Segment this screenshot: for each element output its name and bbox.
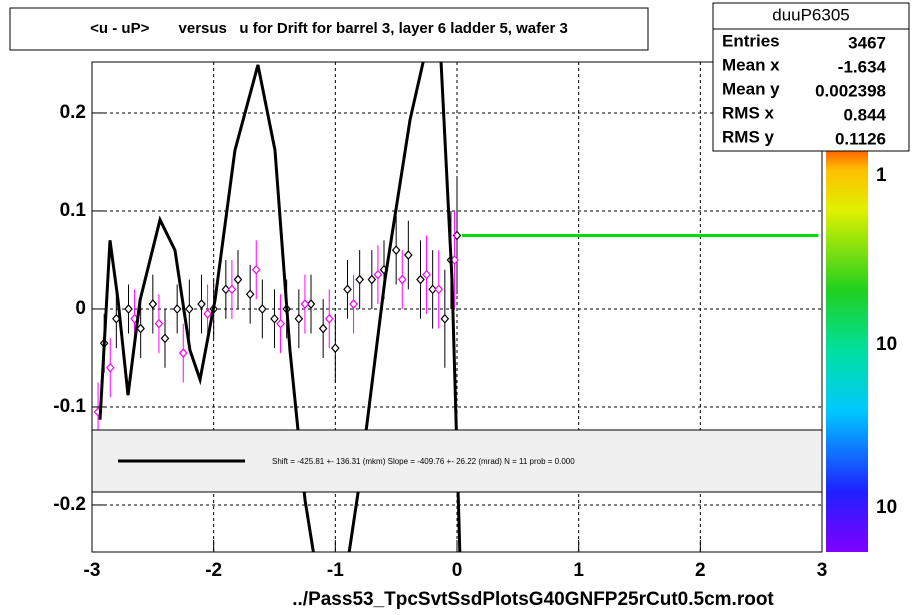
data-point <box>434 284 444 295</box>
y-tick-label: 0 <box>75 298 86 319</box>
stats-label: RMS x <box>722 103 775 122</box>
chart-title: <u - uP> versus u for Drift for barrel 3… <box>90 20 568 37</box>
legend-text: Shift = -425.81 +- 136.31 (mkm) Slope = … <box>272 457 575 466</box>
stats-value: -1.634 <box>838 57 887 76</box>
data-point <box>306 299 316 309</box>
data-point <box>349 299 358 309</box>
x-axis-label: ../Pass53_TpcSvtSsdPlotsG40GNFP25rCut0.5… <box>292 589 774 610</box>
data-point <box>221 284 231 295</box>
data-point <box>258 304 267 314</box>
stats-title: duuP6305 <box>772 5 850 24</box>
data-point <box>404 250 413 260</box>
plot-area <box>93 62 819 552</box>
y-tick-label: 0.1 <box>60 200 87 221</box>
x-tick-label: 0 <box>452 560 463 581</box>
data-point <box>160 333 170 344</box>
stats-value: 0.1126 <box>835 129 886 148</box>
data-point <box>397 274 407 285</box>
title-box <box>9 7 649 51</box>
colorbar-label: 1 <box>876 165 887 186</box>
x-tick-label: -2 <box>205 560 222 581</box>
x-tick-label: 3 <box>817 560 828 581</box>
x-tick-label: 1 <box>573 560 584 581</box>
data-point <box>245 289 255 300</box>
x-tick-label: -3 <box>84 560 101 581</box>
y-tick-label: -0.2 <box>53 494 86 515</box>
x-tick-label: -1 <box>327 560 344 581</box>
data-point <box>148 299 158 309</box>
data-point <box>367 274 377 285</box>
data-point <box>136 323 145 334</box>
colorbar-label: 10 <box>876 497 897 518</box>
data-point <box>154 318 164 329</box>
stats-label: Mean x <box>722 55 780 74</box>
data-point <box>276 318 285 329</box>
data-point <box>318 323 328 334</box>
data-point <box>300 299 310 309</box>
data-point <box>391 245 401 256</box>
data-point <box>185 304 194 314</box>
data-point <box>270 313 279 324</box>
data-point <box>331 343 340 354</box>
data-point <box>233 274 243 285</box>
data-point <box>355 274 364 285</box>
data-point <box>324 313 334 324</box>
data-point <box>440 313 450 324</box>
stats-label: Mean y <box>722 79 780 98</box>
data-point <box>373 269 383 280</box>
data-point <box>203 308 212 319</box>
stats-value: 3467 <box>848 33 886 52</box>
y-tick-label: 0.2 <box>60 102 86 123</box>
x-tick-label: 2 <box>695 560 706 581</box>
data-point <box>251 264 261 275</box>
colorbar <box>826 150 868 552</box>
data-point <box>124 304 133 314</box>
data-point <box>178 348 188 358</box>
data-point <box>343 284 352 295</box>
data-point <box>172 304 182 314</box>
data-point <box>105 362 115 373</box>
stats-value: 0.002398 <box>815 81 886 100</box>
fit-line <box>98 62 462 552</box>
data-point <box>294 313 304 324</box>
stats-label: Entries <box>722 31 780 50</box>
data-point <box>197 299 206 309</box>
stats-box <box>712 2 910 152</box>
data-point <box>428 284 437 295</box>
data-point <box>227 284 237 295</box>
data-point <box>422 269 431 280</box>
stats-label: RMS y <box>722 127 775 146</box>
stats-rows: Entries 3467 Mean x -1.634 Mean y 0.002398 RMS… <box>722 31 887 148</box>
y-tick-label: -0.1 <box>53 396 86 417</box>
data-point <box>416 274 425 285</box>
stats-value: 0.844 <box>843 105 886 124</box>
colorbar-label: 10 <box>876 334 897 355</box>
